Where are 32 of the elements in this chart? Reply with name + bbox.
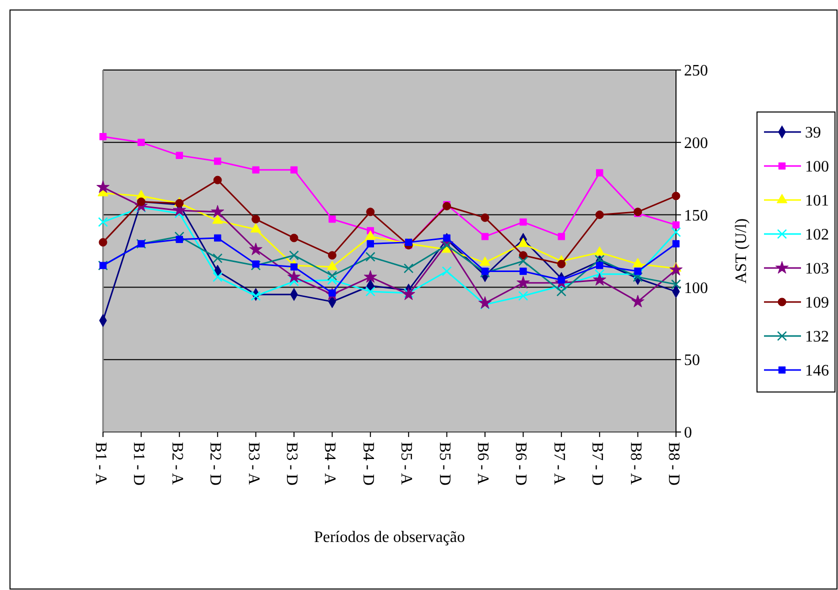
x-tick-label: B6 - D (512, 442, 530, 486)
x-tick-label: B4 - A (321, 442, 338, 486)
x-tick-label: B5 - D (436, 442, 453, 486)
legend-label: 146 (805, 362, 829, 380)
legend-label: 109 (805, 294, 829, 312)
legend-label: 102 (805, 226, 829, 244)
x-tick-label: B7 - D (588, 442, 606, 486)
legend-label: 132 (805, 328, 829, 346)
y-tick-label: 50 (684, 352, 700, 370)
legend-label: 39 (805, 124, 821, 142)
y-tick-label: 100 (684, 280, 708, 297)
x-axis-title: Períodos de observação (314, 529, 466, 546)
x-tick-label: B4 - D (359, 442, 376, 486)
y-tick-label: 150 (684, 207, 708, 224)
legend-label: 100 (805, 158, 829, 176)
legend-label: 103 (805, 260, 829, 278)
x-tick-label: B1 - A (92, 442, 109, 486)
y-tick-label: 0 (684, 424, 692, 442)
x-tick-label: B8 - A (626, 442, 644, 486)
x-tick-label: B1 - D (130, 442, 148, 486)
x-tick-label: B8 - D (665, 442, 682, 486)
y-tick-label: 250 (684, 62, 708, 80)
x-tick-label: B3 - D (283, 442, 300, 486)
y-axis-title: AST (U/l) (733, 218, 750, 284)
y-tick-label: 200 (684, 135, 708, 152)
x-tick-label: B2 - A (168, 442, 186, 486)
x-tick-label: B2 - D (206, 442, 224, 486)
x-tick-label: B6 - A (474, 442, 491, 486)
x-tick-label: B7 - A (550, 442, 568, 486)
x-tick-label: B5 - A (398, 442, 415, 486)
x-tick-label: B3 - A (244, 442, 262, 486)
legend-label: 101 (805, 192, 829, 210)
